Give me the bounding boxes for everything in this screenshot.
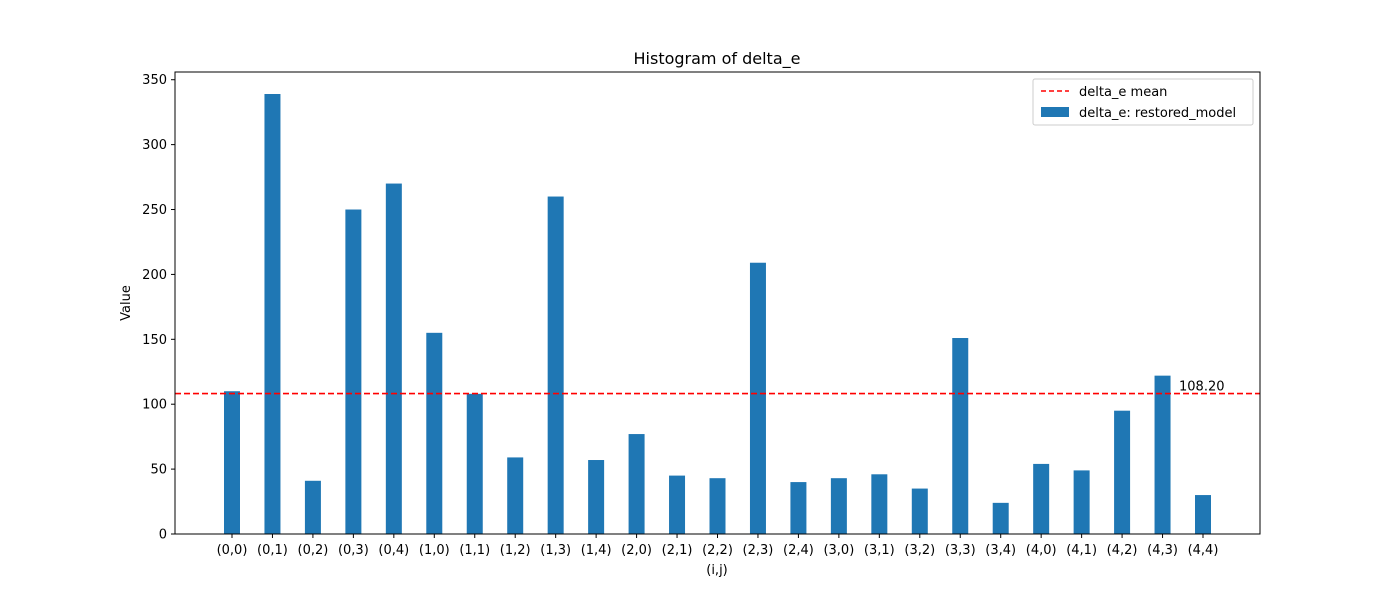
x-tick-label: (4,1) [1066,543,1097,558]
bars-group [224,94,1211,535]
mean-line-group: 108.20 [175,380,1260,395]
legend-mean-label: delta_e mean [1079,85,1167,100]
bar [871,474,888,534]
x-tick-label: (1,3) [540,543,571,558]
bar [830,478,847,534]
bar [588,460,605,534]
x-tick-label: (3,4) [985,543,1016,558]
bar [790,482,807,534]
bar [749,262,766,534]
legend-box [1032,78,1254,126]
x-tick-label: (2,3) [743,543,774,558]
x-tick-label: (0,4) [378,543,409,558]
y-ticks-group: 0 50 100 150 200 250 300 350 [142,73,175,543]
legend-bar-label: delta_e: restored_model [1079,106,1236,121]
y-tick-label: 0 [159,528,167,543]
plot-frame [174,71,1261,535]
legend: delta_e mean delta_e: restored_model [1032,78,1254,126]
y-tick-label: 350 [142,73,167,88]
x-tick-label: (0,2) [298,543,329,558]
bar [264,94,281,534]
x-tick-label: (0,3) [338,543,369,558]
x-tick-label: (1,4) [581,543,612,558]
y-tick-label: 100 [142,398,167,413]
y-axis-label: Value [119,285,134,321]
x-tick-label: (2,4) [783,543,814,558]
x-tick-label: (1,2) [500,543,531,558]
bar [992,502,1009,534]
x-tick-label: (2,1) [662,543,693,558]
mean-line-value-label: 108.20 [1179,380,1225,395]
bar [669,475,686,534]
x-tick-label: (2,2) [702,543,733,558]
x-tick-label: (3,2) [904,543,935,558]
x-tick-label: (4,4) [1188,543,1219,558]
y-tick-label: 300 [142,138,167,153]
x-tick-label: (1,0) [419,543,450,558]
bar [547,196,564,535]
x-tick-label: (0,0) [217,543,248,558]
bar [1154,375,1171,534]
x-tick-label: (4,0) [1026,543,1057,558]
x-tick-label: (3,3) [945,543,976,558]
y-tick-label: 200 [142,268,167,283]
bar [507,457,524,534]
bar [385,183,402,534]
x-tick-label: (2,0) [621,543,652,558]
x-axis-label: (i,j) [706,563,728,578]
legend-bar-swatch [1041,107,1069,117]
x-tick-label: (0,1) [257,543,288,558]
y-tick-label: 250 [142,203,167,218]
x-tick-label: (1,1) [459,543,490,558]
bar [1114,410,1131,534]
bar [1073,470,1090,534]
bar [304,480,321,534]
x-tick-label: (3,0) [823,543,854,558]
y-tick-label: 150 [142,333,167,348]
chart-title: Histogram of delta_e [634,49,801,69]
x-tick-label: (4,2) [1107,543,1138,558]
x-ticks-group: (0,0) (0,1) (0,2) (0,3) (0,4) (1,0) (1,1) (1,2)… [217,534,1219,558]
bar [345,209,362,534]
bar [628,434,645,534]
bar [426,332,443,534]
bar [709,478,726,534]
bar [1033,463,1050,534]
bar [224,391,240,534]
y-tick-label: 50 [150,463,167,478]
x-tick-label: (4,3) [1147,543,1178,558]
x-tick-label: (3,1) [864,543,895,558]
bar [1195,495,1211,534]
bar [952,338,969,534]
bar [466,393,483,534]
bar [911,488,928,534]
